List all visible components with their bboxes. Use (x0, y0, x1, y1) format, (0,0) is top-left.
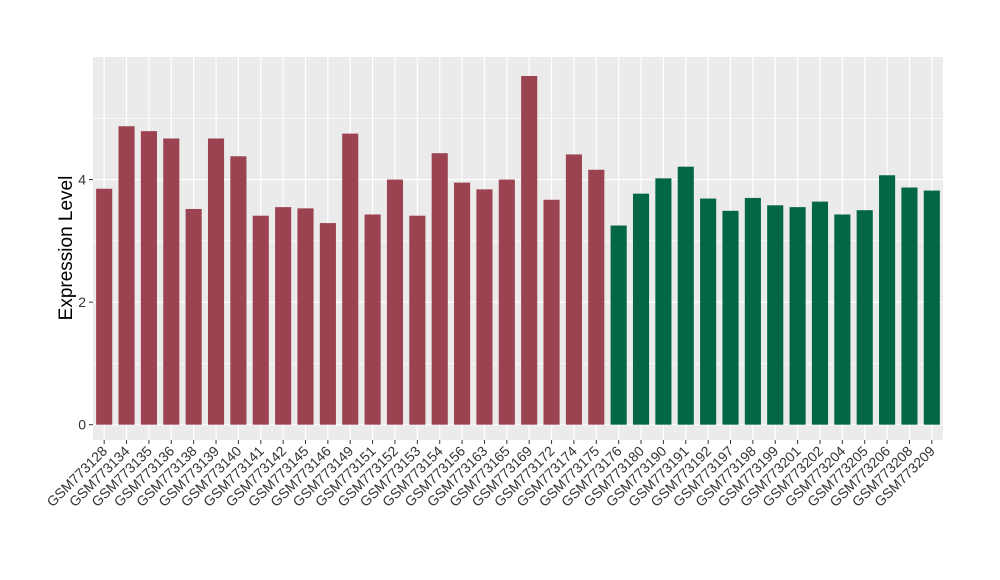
bar-GSM773153 (409, 215, 426, 425)
bar-GSM773199 (767, 205, 784, 425)
bar-GSM773206 (879, 175, 896, 425)
bar-GSM773139 (207, 138, 225, 425)
bar-GSM773141 (252, 215, 269, 425)
bar-GSM773172 (543, 199, 560, 425)
bar-GSM773156 (454, 182, 471, 425)
bar-GSM773146 (319, 223, 336, 425)
x-axis: GSM773128GSM773134GSM773135GSM773136GSM7… (43, 440, 938, 510)
bar-GSM773138 (185, 208, 202, 425)
bar-GSM773142 (275, 207, 292, 425)
bar-GSM773205 (856, 210, 873, 425)
bar-GSM773169 (521, 75, 538, 425)
bar-GSM773197 (722, 210, 739, 425)
bar-GSM773176 (610, 225, 627, 425)
y-tick-label: 4 (78, 172, 86, 188)
bar-GSM773145 (297, 208, 314, 425)
bar-GSM773136 (163, 138, 180, 425)
y-tick-label: 0 (78, 417, 86, 433)
bar-GSM773163 (476, 189, 493, 425)
bar-GSM773208 (901, 187, 918, 425)
y-tick-label: 2 (78, 294, 86, 310)
bar-GSM773175 (588, 169, 605, 425)
bar-GSM773165 (498, 179, 515, 425)
bar-GSM773190 (655, 178, 672, 425)
bar-GSM773204 (834, 214, 851, 425)
bar-GSM773149 (342, 133, 359, 425)
bar-GSM773154 (431, 153, 448, 425)
bars (96, 75, 940, 425)
bar-GSM773198 (744, 197, 761, 425)
bar-GSM773135 (140, 131, 157, 425)
bar-GSM773180 (632, 193, 650, 425)
bar-GSM773192 (700, 198, 717, 425)
bar-GSM773134 (118, 126, 135, 425)
y-axis-title: Expression Level (56, 176, 77, 321)
bar-GSM773152 (386, 179, 404, 425)
bar-GSM773202 (811, 201, 829, 425)
bar-GSM773191 (677, 166, 694, 425)
bar-GSM773201 (789, 207, 806, 425)
bar-GSM773140 (230, 156, 247, 425)
bar-GSM773174 (565, 154, 582, 425)
bar-GSM773151 (364, 214, 381, 425)
y-axis: 0 2 4 (78, 172, 93, 433)
bar-GSM773128 (96, 188, 113, 425)
bar-GSM773209 (923, 190, 940, 425)
